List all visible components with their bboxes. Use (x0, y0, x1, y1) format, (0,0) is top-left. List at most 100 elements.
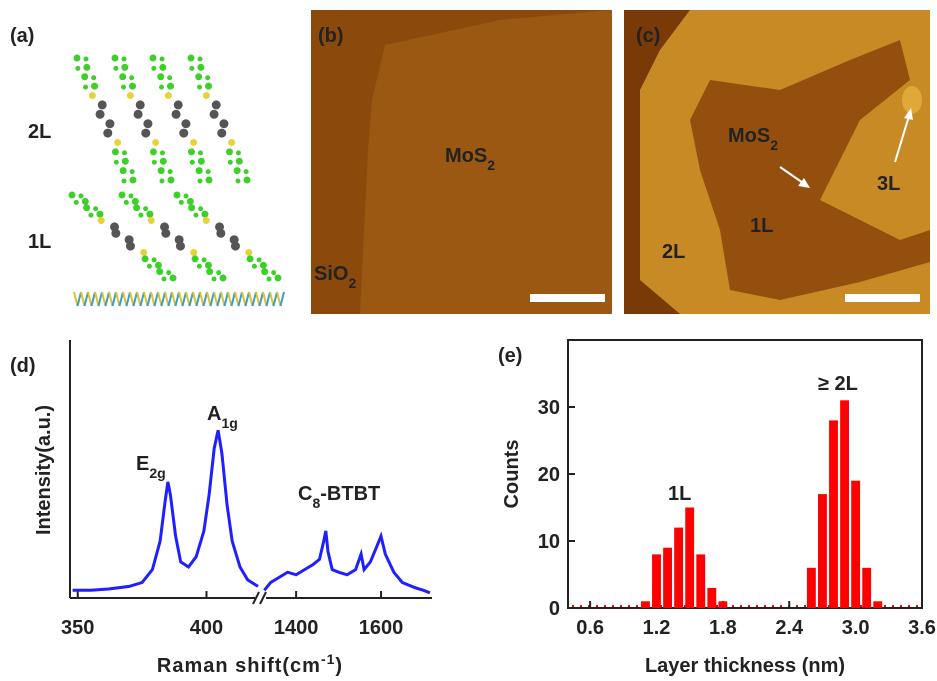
substrate (148, 292, 152, 306)
atom (205, 75, 210, 80)
atom (119, 73, 126, 80)
atom (98, 100, 107, 109)
bar (873, 601, 882, 608)
atom (114, 139, 121, 146)
panel-label: (d) (10, 355, 36, 377)
bar (674, 528, 683, 608)
atom (198, 206, 203, 211)
atom (190, 249, 197, 256)
atom (160, 158, 167, 165)
atom (198, 158, 205, 165)
atom (126, 242, 135, 251)
atom (198, 57, 203, 62)
substrate (239, 292, 243, 306)
atom (151, 66, 156, 71)
atom (203, 92, 210, 99)
x-tick-label: 1.2 (643, 617, 671, 639)
atom (202, 257, 207, 262)
atom (226, 148, 233, 155)
spectrum-line (264, 531, 430, 593)
atom (179, 129, 188, 138)
peak-label: 1L (668, 483, 691, 505)
atom (212, 100, 221, 109)
atom (228, 139, 235, 146)
atom (195, 73, 202, 80)
atom (74, 55, 81, 62)
atom (190, 139, 197, 146)
substrate (207, 292, 211, 306)
figure: (a)(b)(c)(d)(e)2L1LMoS2SiO2MoS21L2L3L350… (0, 0, 937, 681)
atom (136, 100, 145, 109)
substrate (211, 292, 215, 306)
atom (188, 204, 195, 211)
atom (88, 213, 93, 218)
peak-label-main: A (207, 403, 221, 425)
substrate (193, 292, 197, 306)
atom (158, 167, 165, 174)
substrate (113, 292, 117, 306)
atom (119, 192, 126, 199)
x-axis-label: Layer thickness (nm) (645, 655, 845, 677)
axis-break (260, 592, 266, 604)
substrate (183, 292, 187, 306)
atom (81, 73, 88, 80)
peak-label: C8-BTBT (298, 483, 380, 511)
atom (267, 277, 272, 282)
panel-label: (e) (498, 345, 522, 367)
atom (244, 177, 251, 184)
afm-label-sub: 2 (487, 157, 495, 173)
atom (198, 150, 203, 155)
atom (152, 257, 157, 262)
atom (122, 158, 129, 165)
atom (190, 160, 195, 165)
y-axis-label: Intensity(a.u.) (33, 405, 55, 535)
atom (129, 83, 136, 90)
peak-label-main: C (298, 483, 312, 505)
atom (236, 150, 241, 155)
substrate (120, 292, 124, 306)
substrate (249, 292, 253, 306)
atom (210, 110, 219, 119)
atom (130, 177, 137, 184)
atom (179, 200, 184, 205)
atom (170, 275, 177, 282)
substrate (267, 292, 271, 306)
atom (165, 92, 172, 99)
atom (141, 129, 150, 138)
x-tick-label: 400 (190, 617, 223, 639)
atom (216, 229, 225, 238)
atom (129, 194, 134, 199)
atom (181, 119, 190, 128)
substrate (85, 292, 89, 306)
atom (111, 229, 120, 238)
atom (172, 110, 181, 119)
y-tick-label: 10 (538, 531, 560, 553)
atom (201, 211, 208, 218)
atom (205, 83, 212, 90)
substrate (172, 292, 176, 306)
substrate (134, 292, 138, 306)
atom (89, 92, 96, 99)
atom (75, 66, 80, 71)
substrate (200, 292, 204, 306)
afm-label-sub: 2 (770, 137, 778, 153)
atom (252, 264, 257, 269)
atom (176, 242, 185, 251)
substrate (137, 292, 141, 306)
substrate (78, 292, 82, 306)
molecule-diagram (69, 55, 285, 307)
substrate (186, 292, 190, 306)
substrate (176, 292, 180, 306)
panel-label: (c) (636, 25, 660, 47)
atom (150, 55, 157, 62)
panel-label: (a) (10, 25, 34, 47)
peak-label-sub: 8 (312, 495, 320, 511)
atom (91, 83, 98, 90)
atom (206, 268, 213, 275)
atom (167, 75, 172, 80)
x-axis-label-main: Raman shift(cm (157, 655, 321, 677)
atom (83, 204, 90, 211)
substrate (214, 292, 218, 306)
y-tick-label: 0 (549, 598, 560, 620)
substrate (155, 292, 159, 306)
